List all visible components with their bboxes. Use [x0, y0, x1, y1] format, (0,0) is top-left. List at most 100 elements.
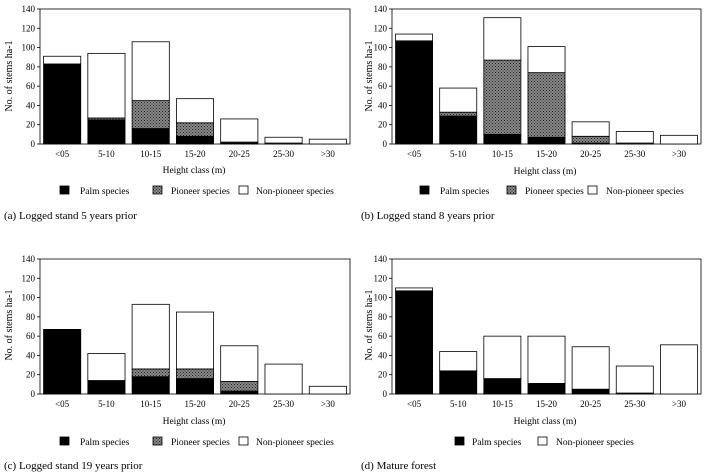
panel-c-legend-pioneer-label: Pioneer species: [171, 438, 230, 448]
panel-a-bar-non-pioneer-species-4: [220, 118, 259, 143]
panel-d-xtick-label-4: 20-25: [580, 399, 601, 409]
panel-a-legend-nonpioneer-label: Non-pioneer species: [256, 187, 334, 197]
panel-b-xlabel: Height class (m): [514, 166, 577, 177]
panel-a-bar-non-pioneer-species-3: [175, 98, 214, 124]
panel-c-legend-nonpioneer-label: Non-pioneer species: [256, 438, 334, 448]
panel-d-ytick-label-3: 60: [378, 331, 388, 341]
panel-b-xtick-label-3: 15-20: [536, 149, 557, 159]
panel-b-plot: 0 20 40 60 80 100 120 140 <05 5-10 10-15 15-20 20-25…: [374, 4, 702, 159]
panel-c-legend-pioneer-swatch: [152, 436, 163, 446]
panel-b-legend-pioneer-label: Pioneer species: [525, 187, 584, 197]
panel-a-bar-palm-species-1: [87, 119, 126, 145]
panel-b-bar-palm-species-0: [395, 41, 434, 145]
panel-c-caption: (c) Logged stand 19 years prior: [4, 460, 143, 472]
panel-d-xtick-label-5: 25-30: [624, 399, 645, 409]
panel-b-xtick-label-0: <05: [407, 149, 422, 159]
panel-c-bar-non-pioneer-species-1: [87, 353, 126, 381]
panel-b-ytick-label-4: 80: [378, 62, 388, 72]
panel-b-bar-non-pioneer-species-2: [483, 17, 522, 61]
panel-c-bar-palm-species-4: [220, 390, 259, 395]
panel-d-ylabel: No. of stems ha-1: [364, 289, 375, 360]
panel-d-ytick-label-0: 0: [383, 389, 388, 399]
panel-b-ylabel: No. of stems ha-1: [364, 40, 375, 111]
panel-c-ytick-label-7: 140: [22, 254, 36, 264]
panel-a-legend-palm-label: Palm species: [80, 187, 130, 197]
panel-d-bar-palm-species-3: [527, 382, 566, 395]
panel-c-xtick-label-6: >30: [321, 399, 336, 409]
panel-b-xtick-label-1: 5-10: [450, 149, 467, 159]
panel-b-ytick-label-6: 120: [374, 23, 388, 33]
panel-d-xtick-label-2: 10-15: [492, 399, 513, 409]
panel-c-bar-non-pioneer-species-2: [131, 303, 170, 370]
panel-d-bar-non-pioneer-species-4: [571, 346, 610, 390]
panel-c-plot: 0 20 40 60 80 100 120 140 <05 5-10 10-15 15-20 20-25…: [22, 254, 351, 409]
panel-a-xlabel: Height class (m): [163, 165, 226, 176]
panel-c-ytick-label-0: 0: [31, 389, 36, 399]
panel-c-xtick-label-3: 15-20: [185, 399, 206, 409]
panel-b-bar-non-pioneer-species-0: [395, 33, 434, 42]
panel-b-bar-pioneer-species-1: [439, 111, 478, 117]
panel-b-bar-non-pioneer-species-4: [571, 121, 610, 137]
panel-b-xtick-label-6: >30: [672, 149, 687, 159]
panel-b-legend-pioneer-swatch: [506, 185, 517, 195]
panel-c-bar-pioneer-species-3: [175, 368, 214, 379]
panel-a-xtick-label-4: 20-25: [229, 149, 250, 159]
panel-a-legend-palm-swatch: [59, 185, 70, 195]
panel-a-bar-palm-species-0: [43, 63, 82, 145]
panel-c-legend: Palm species Pioneer species Non-pioneer…: [59, 436, 334, 448]
panel-b-xtick-label-5: 25-30: [624, 149, 645, 159]
panel-c-legend-nonpioneer-swatch: [238, 436, 249, 446]
panel-b-legend-palm-swatch: [419, 185, 430, 195]
panel-c-legend-palm-label: Palm species: [80, 438, 130, 448]
panel-d-bar-palm-species-4: [571, 388, 610, 395]
panel-a: 0 20 40 60 80 100 120 140 <05 5-10 10-15 15-20 20-25…: [4, 4, 351, 222]
panel-c-ytick-label-6: 120: [22, 273, 36, 283]
panel-d-ytick-label-4: 80: [378, 312, 388, 322]
panel-b-bar-non-pioneer-species-6: [659, 134, 698, 145]
panel-a-bar-pioneer-species-3: [175, 122, 214, 137]
panel-c-bar-palm-species-1: [87, 380, 126, 395]
panel-b-xtick-label-2: 10-15: [492, 149, 513, 159]
panel-b-bar-pioneer-species-3: [527, 72, 566, 138]
panel-c-ytick-label-5: 100: [22, 293, 36, 303]
panel-c-xtick-label-0: <05: [55, 399, 70, 409]
panel-a-legend-pioneer-swatch: [152, 185, 163, 195]
panel-d-bar-non-pioneer-species-1: [439, 351, 478, 372]
panel-d-plot: 0 20 40 60 80 100 120 140 <05 5-10 10-15 15-20 20-25…: [374, 254, 702, 409]
panel-b-legend-nonpioneer-label: Non-pioneer species: [606, 187, 684, 197]
panel-c-ytick-label-3: 60: [26, 331, 36, 341]
panel-b-legend-nonpioneer-swatch: [587, 185, 598, 195]
panel-b-bar-palm-species-3: [527, 136, 566, 145]
panel-a-legend-nonpioneer-swatch: [238, 185, 249, 195]
panel-d-bar-palm-species-0: [395, 290, 434, 395]
panel-b-bar-palm-species-1: [439, 115, 478, 145]
panel-d: 0 20 40 60 80 100 120 140 <05 5-10 10-15 15-20 20-25…: [361, 254, 702, 472]
panel-a-bar-non-pioneer-species-6: [308, 138, 347, 145]
panel-c-bar-pioneer-species-2: [131, 368, 170, 378]
panel-b-bar-pioneer-species-4: [571, 135, 610, 144]
panel-d-xtick-label-0: <05: [407, 399, 422, 409]
panel-a-bar-non-pioneer-species-2: [131, 41, 170, 102]
panel-a-ytick-label-0: 0: [31, 139, 36, 149]
panel-c-xtick-label-2: 10-15: [140, 399, 161, 409]
panel-d-bar-palm-species-2: [483, 378, 522, 395]
panel-a-plot: 0 20 40 60 80 100 120 140 <05 5-10 10-15 15-20 20-25…: [22, 4, 351, 159]
panel-a-xtick-label-6: >30: [321, 149, 336, 159]
panel-b-ytick-label-1: 20: [378, 120, 388, 130]
panel-c-xlabel: Height class (m): [163, 416, 226, 427]
panel-a-xtick-label-1: 5-10: [98, 149, 115, 159]
panel-c-xtick-label-4: 20-25: [229, 399, 250, 409]
panel-c-bar-palm-species-0: [43, 328, 82, 395]
panel-c-bar-palm-species-2: [131, 376, 170, 395]
panel-c-xtick-label-5: 25-30: [273, 399, 294, 409]
panel-d-ytick-label-7: 140: [374, 254, 388, 264]
panel-d-legend-palm-label: Palm species: [472, 438, 522, 448]
panel-b-bar-non-pioneer-species-3: [527, 46, 566, 74]
panel-b-xtick-label-4: 20-25: [580, 149, 601, 159]
panel-b: 0 20 40 60 80 100 120 140 <05 5-10 10-15 15-20 20-25…: [361, 4, 702, 222]
panel-b-bar-palm-species-2: [483, 133, 522, 145]
panel-a-caption: (a) Logged stand 5 years prior: [4, 210, 137, 222]
panel-a-bar-palm-species-2: [131, 128, 170, 145]
panel-d-legend: Palm species Non-pioneer species: [454, 436, 634, 448]
panel-d-xtick-label-1: 5-10: [450, 399, 467, 409]
